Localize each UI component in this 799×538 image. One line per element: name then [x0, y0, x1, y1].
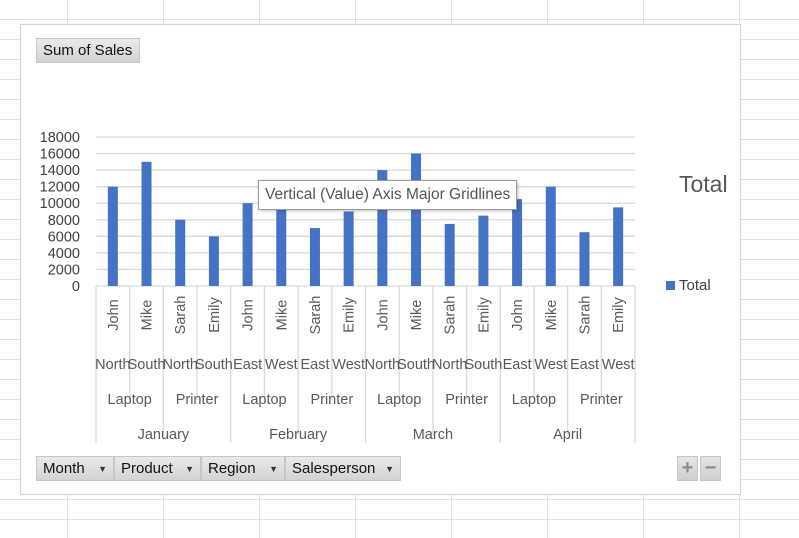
bar [545, 186, 556, 286]
salesperson-label: Mike [140, 300, 156, 331]
pivot-chart[interactable]: 18000 16000 14000 12000 10000 8000 6000 4000 200… [20, 24, 741, 495]
legend-title: Total [679, 171, 728, 197]
salesperson-label: Emily [476, 297, 492, 333]
value-field-label: Sum of Sales [43, 42, 133, 59]
salesperson-label: John [106, 299, 122, 330]
chart-plot-svg: 1800016000140001200010000800060004000200… [40, 130, 636, 443]
month-label: February [269, 427, 328, 443]
bar [444, 223, 455, 286]
region-label: East [300, 357, 329, 373]
salesperson-label: Sarah [308, 296, 324, 335]
salesperson-label: Emily [342, 297, 358, 333]
region-label: South [128, 357, 166, 373]
dropdown-arrow-icon[interactable]: ▼ [269, 463, 278, 474]
legend-swatch [666, 281, 675, 290]
y-tick-label: 14000 [40, 163, 80, 179]
month-label: January [138, 427, 190, 443]
region-label: West [265, 357, 298, 373]
salesperson-label: Emily [611, 297, 627, 333]
bar [478, 215, 489, 286]
field-button-label: Salesperson [292, 460, 376, 477]
bar [579, 232, 590, 286]
field-button-label: Month [43, 460, 85, 477]
salesperson-label: Sarah [443, 296, 459, 335]
field-button-label: Region [208, 460, 256, 477]
month-label: March [413, 427, 453, 443]
bar [309, 228, 320, 286]
minus-icon: − [704, 457, 717, 479]
value-field-button[interactable]: Sum of Sales [36, 38, 140, 63]
bar [175, 219, 186, 286]
field-button-region[interactable]: Region ▼ [201, 456, 285, 481]
product-label: Printer [310, 392, 353, 408]
dropdown-arrow-icon[interactable]: ▼ [98, 463, 107, 474]
bar [242, 203, 253, 286]
gridlines-tooltip: Vertical (Value) Axis Major Gridlines [258, 180, 518, 210]
bar [343, 211, 354, 286]
bar [107, 186, 118, 286]
salesperson-label: Mike [544, 300, 560, 331]
field-button-salesperson[interactable]: Salesperson ▼ [285, 456, 401, 481]
salesperson-label: Mike [409, 300, 425, 331]
y-tick-label: 8000 [48, 213, 80, 229]
plus-icon: + [681, 457, 694, 479]
y-tick-label: 10000 [40, 196, 80, 212]
salesperson-label: Sarah [173, 296, 189, 335]
legend-entry[interactable]: Total [666, 277, 711, 294]
bar [141, 161, 152, 286]
salesperson-label: John [510, 299, 526, 330]
expand-field-button[interactable]: + [677, 456, 698, 481]
product-label: Laptop [512, 392, 556, 408]
legend-entry-label: Total [679, 277, 711, 294]
bar [208, 236, 219, 286]
dropdown-arrow-icon[interactable]: ▼ [185, 463, 194, 474]
field-button-month[interactable]: Month ▼ [36, 456, 114, 481]
salesperson-label: Sarah [577, 296, 593, 335]
region-label: West [602, 357, 635, 373]
month-label: April [553, 427, 582, 443]
region-label: South [464, 357, 502, 373]
bar [512, 199, 523, 286]
region-label: West [332, 357, 365, 373]
y-tick-label: 12000 [40, 180, 80, 196]
field-button-label: Product [121, 460, 173, 477]
product-label: Printer [176, 392, 219, 408]
y-tick-label: 4000 [48, 246, 80, 262]
region-label: North [432, 357, 467, 373]
salesperson-label: John [375, 299, 391, 330]
region-label: South [195, 357, 233, 373]
y-tick-label: 2000 [48, 262, 80, 278]
collapse-field-button[interactable]: − [700, 456, 721, 481]
product-label: Printer [445, 392, 488, 408]
bar [613, 207, 624, 286]
bar [276, 194, 287, 286]
y-tick-label: 0 [72, 279, 80, 295]
region-label: North [365, 357, 400, 373]
region-label: East [503, 357, 532, 373]
region-label: East [570, 357, 599, 373]
salesperson-label: Emily [207, 297, 223, 333]
product-label: Laptop [377, 392, 421, 408]
field-button-product[interactable]: Product ▼ [114, 456, 201, 481]
product-label: Printer [580, 392, 623, 408]
product-label: Laptop [108, 392, 152, 408]
region-label: North [162, 357, 197, 373]
bar [411, 153, 422, 286]
y-tick-label: 6000 [48, 229, 80, 245]
y-tick-label: 16000 [40, 147, 80, 163]
region-label: West [534, 357, 567, 373]
region-label: South [397, 357, 435, 373]
salesperson-label: Mike [274, 300, 290, 331]
y-tick-label: 18000 [40, 130, 80, 146]
region-label: East [233, 357, 262, 373]
salesperson-label: John [241, 299, 257, 330]
region-label: North [95, 357, 130, 373]
product-label: Laptop [242, 392, 286, 408]
bar [377, 170, 388, 286]
dropdown-arrow-icon[interactable]: ▼ [385, 463, 394, 474]
